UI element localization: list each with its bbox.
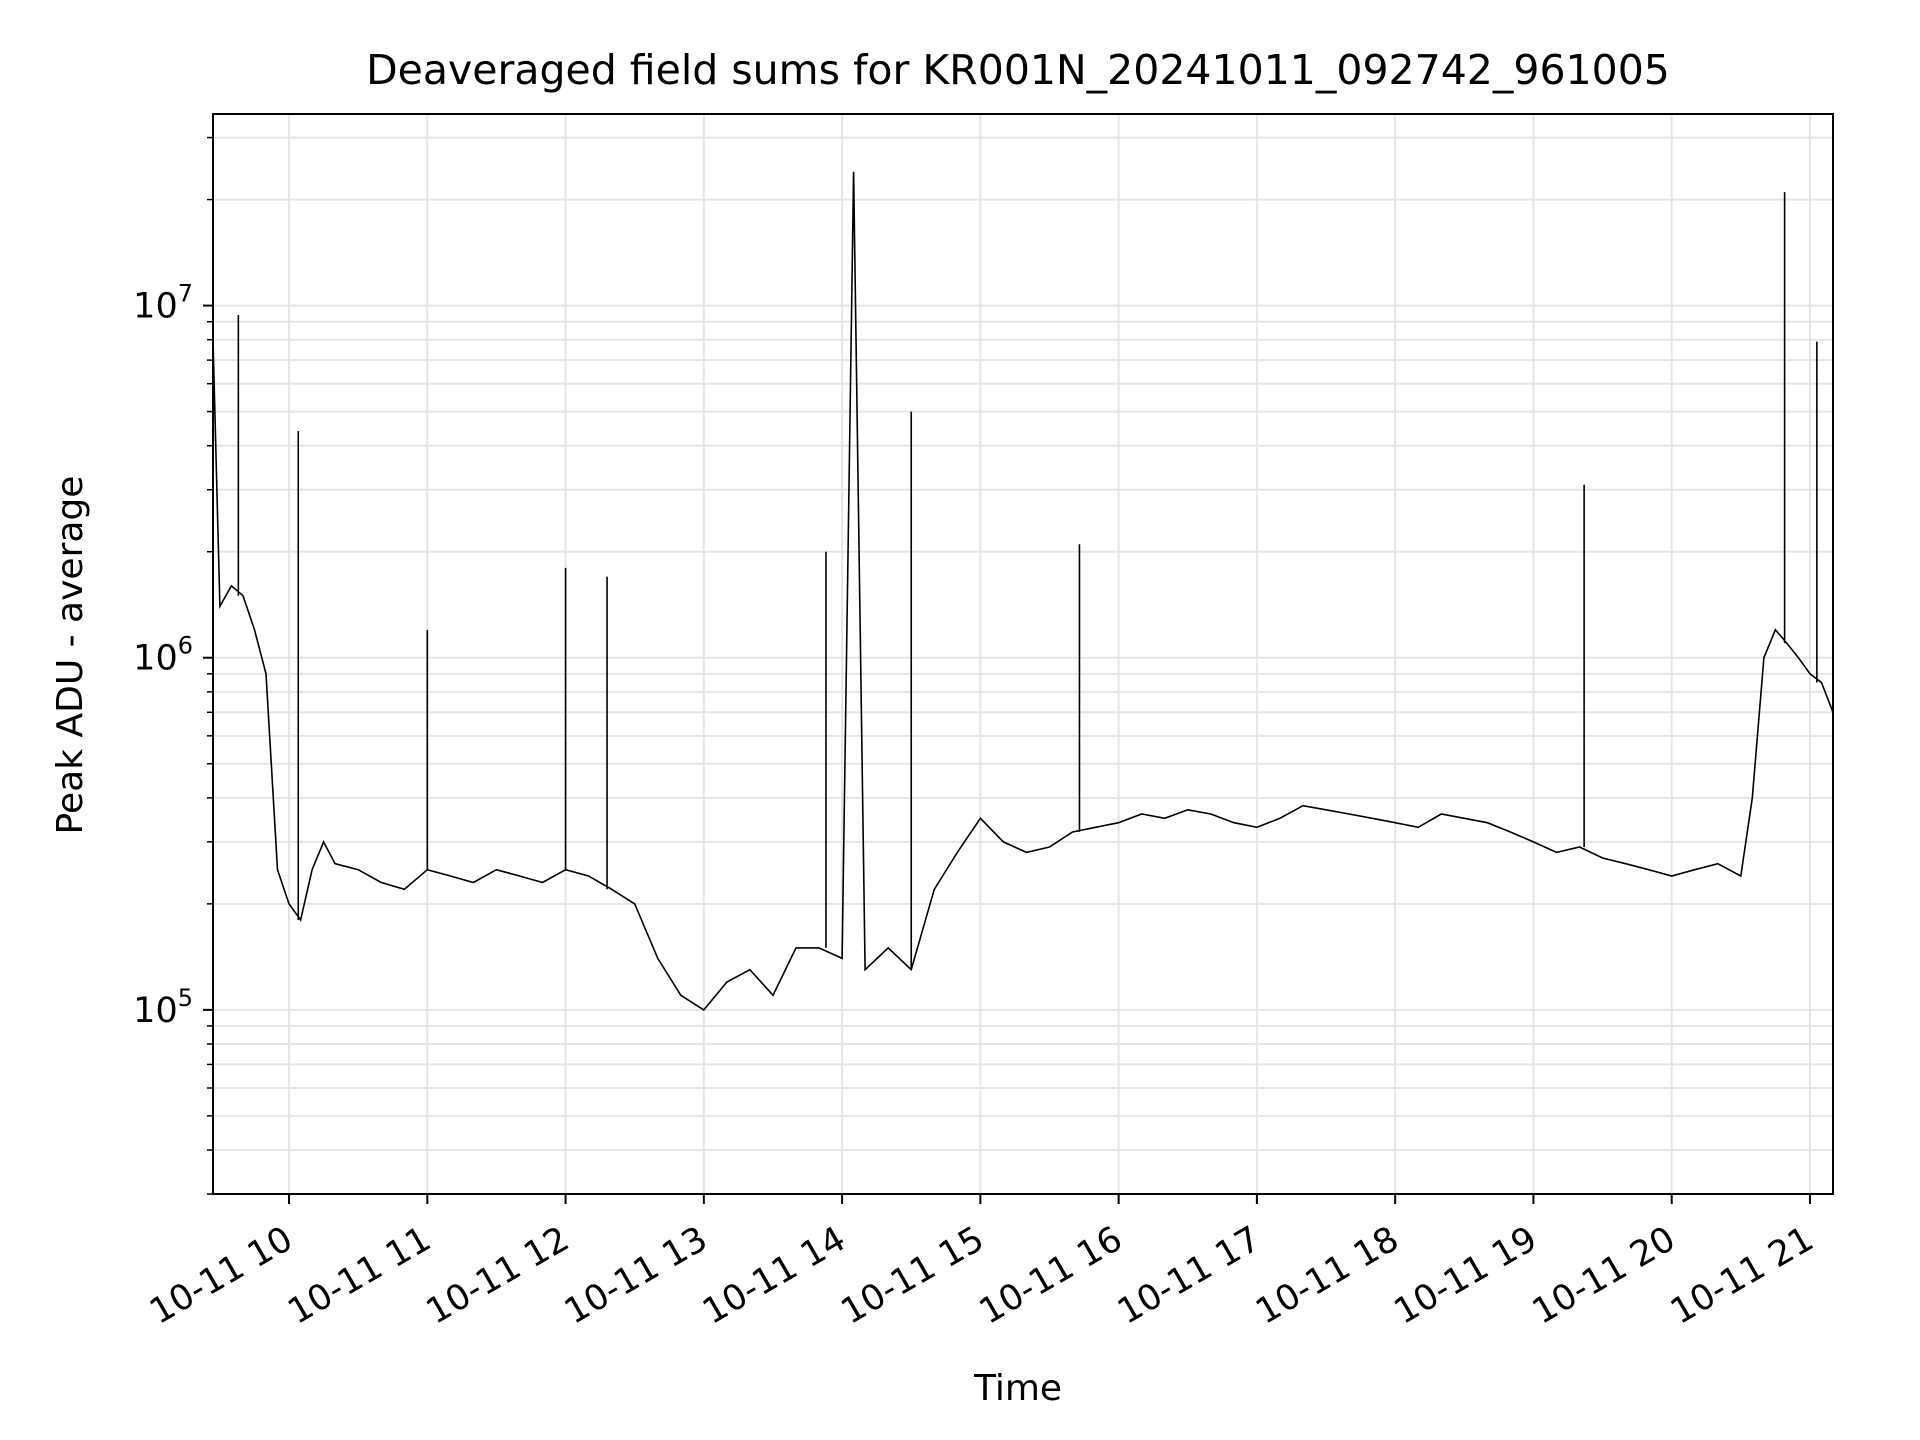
plot-frame — [212, 113, 1834, 1195]
chart-title: Deaveraged field sums for KR001N_2024101… — [366, 46, 1670, 94]
series-layer — [212, 171, 1834, 1011]
y-tick-label: 106 — [133, 632, 193, 679]
x-axis-label: Time — [973, 1368, 1062, 1409]
y-tick-label: 105 — [133, 984, 193, 1031]
grid-layer — [213, 114, 1833, 1195]
series-line — [212, 171, 1834, 1011]
y-tick-label: 107 — [133, 280, 193, 327]
y-axis-label: Peak ADU - average — [50, 476, 91, 835]
